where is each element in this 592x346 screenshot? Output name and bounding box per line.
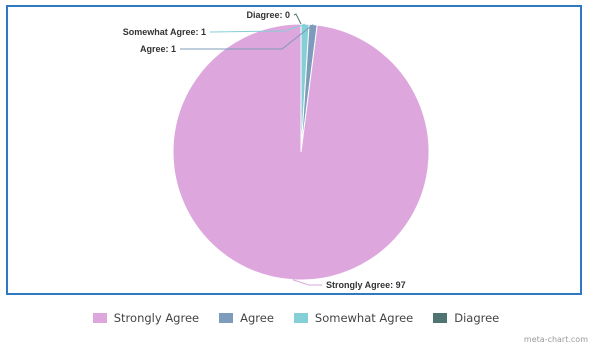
- callout-line-strongly-agree: [292, 279, 322, 286]
- legend-label-strongly-agree: Strongly Agree: [113, 311, 200, 325]
- watermark: meta-chart.com: [523, 335, 588, 344]
- legend-swatch-somewhat-agree: [293, 313, 308, 323]
- legend-item-somewhat-agree[interactable]: Somewhat Agree: [293, 311, 414, 325]
- legend: Strongly Agree Agree Somewhat Agree Diagree: [0, 311, 592, 325]
- legend-label-somewhat-agree: Somewhat Agree: [314, 311, 414, 325]
- legend-item-diagree[interactable]: Diagree: [433, 311, 499, 325]
- callout-line-somewhat-agree: [209, 23, 306, 33]
- pie-slice-strongly-agree[interactable]: [172, 23, 430, 281]
- callout-line-agree: [180, 24, 314, 50]
- data-label-strongly-agree: Strongly Agree: 97: [326, 280, 406, 290]
- data-label-diagree: Diagree: 0: [246, 10, 290, 20]
- data-label-somewhat-agree: Somewhat Agree: 1: [123, 27, 206, 37]
- legend-swatch-diagree: [433, 313, 448, 323]
- legend-swatch-agree: [219, 313, 234, 323]
- data-label-agree: Agree: 1: [140, 44, 176, 54]
- pie-chart: Strongly Agree: 97 Agree: 1 Somewhat Agree…: [123, 10, 430, 290]
- legend-swatch-strongly-agree: [92, 313, 107, 323]
- callout-line-diagree: [293, 13, 302, 25]
- legend-label-agree: Agree: [240, 311, 274, 325]
- legend-item-strongly-agree[interactable]: Strongly Agree: [92, 311, 200, 325]
- legend-item-agree[interactable]: Agree: [219, 311, 274, 325]
- legend-label-diagree: Diagree: [454, 311, 500, 325]
